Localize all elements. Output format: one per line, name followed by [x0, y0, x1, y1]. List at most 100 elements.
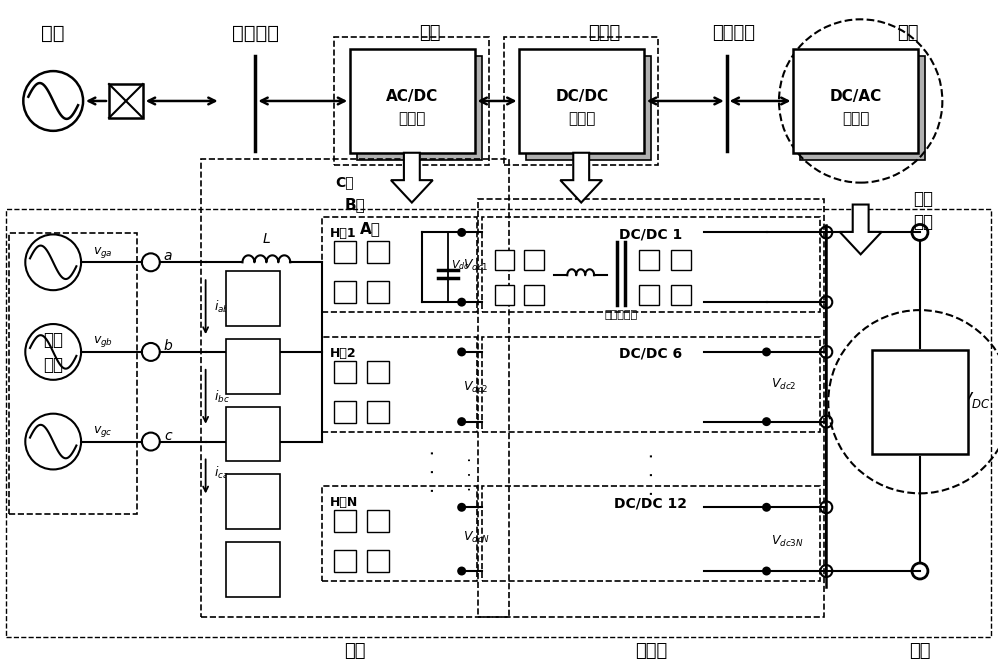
Circle shape: [762, 502, 771, 512]
Bar: [504, 38, 658, 165]
Text: H桥2: H桥2: [330, 347, 357, 360]
Text: H桥1: H桥1: [330, 227, 357, 241]
Text: 直流母线: 直流母线: [712, 24, 755, 42]
Text: ·  ·  ·: · · ·: [425, 450, 444, 493]
Bar: [6, 208, 991, 636]
Bar: [357, 56, 482, 159]
Bar: [226, 339, 280, 394]
Bar: [671, 285, 691, 305]
Text: 端口: 端口: [913, 214, 933, 231]
Bar: [524, 285, 544, 305]
Bar: [367, 241, 389, 263]
Bar: [495, 251, 514, 270]
Text: ·  ·  ·: · · ·: [644, 452, 663, 496]
Bar: [334, 511, 356, 532]
Bar: [367, 511, 389, 532]
Bar: [109, 84, 143, 118]
Text: $v_{gc}$: $v_{gc}$: [93, 424, 113, 439]
Text: $V_{dc3N}$: $V_{dc3N}$: [771, 533, 803, 549]
Text: 电网: 电网: [41, 23, 65, 43]
Text: 交流母线: 交流母线: [232, 23, 279, 43]
Polygon shape: [391, 153, 433, 202]
Text: 中间级: 中间级: [635, 642, 667, 660]
Bar: [9, 233, 137, 515]
Text: 负荷: 负荷: [910, 411, 930, 429]
Text: 前级: 前级: [344, 642, 366, 660]
Text: DC/AC: DC/AC: [830, 90, 882, 105]
Bar: [201, 159, 509, 617]
Text: $i_{bc}$: $i_{bc}$: [214, 389, 229, 405]
Text: A相: A相: [360, 221, 381, 236]
Bar: [478, 198, 824, 617]
Circle shape: [762, 348, 771, 356]
Bar: [482, 337, 820, 431]
Text: $V_{DC}$: $V_{DC}$: [960, 390, 990, 410]
Bar: [639, 285, 659, 305]
Text: DC/DC 6: DC/DC 6: [619, 347, 683, 361]
Bar: [226, 271, 280, 326]
Text: 后级: 后级: [897, 24, 919, 42]
Text: DC/DC 1: DC/DC 1: [619, 227, 683, 241]
Circle shape: [762, 567, 771, 576]
Text: 等效: 等效: [910, 381, 930, 399]
Text: B相: B相: [345, 197, 366, 212]
Circle shape: [457, 417, 466, 426]
Text: $v_{ga}$: $v_{ga}$: [93, 245, 113, 260]
Bar: [671, 251, 691, 270]
Bar: [526, 56, 651, 159]
Bar: [226, 474, 280, 529]
Bar: [322, 337, 477, 431]
Text: a: a: [164, 249, 172, 263]
Text: 直流: 直流: [913, 190, 933, 208]
Text: $i_{ab}$: $i_{ab}$: [214, 299, 230, 315]
Text: DC/DC: DC/DC: [555, 90, 608, 105]
Circle shape: [457, 567, 466, 576]
Text: $i_{ca}$: $i_{ca}$: [214, 466, 229, 482]
Text: DC/DC 12: DC/DC 12: [614, 496, 687, 511]
Bar: [800, 56, 925, 159]
Text: c: c: [164, 429, 172, 443]
Circle shape: [457, 502, 466, 512]
Bar: [334, 550, 356, 572]
Text: 中间级: 中间级: [588, 24, 620, 42]
Circle shape: [457, 228, 466, 237]
Bar: [639, 251, 659, 270]
Circle shape: [762, 417, 771, 426]
Bar: [482, 486, 820, 581]
Text: $V_{dc2}$: $V_{dc2}$: [463, 381, 488, 395]
Text: 端口: 端口: [43, 356, 63, 374]
Text: $V_{dcN}$: $V_{dcN}$: [463, 529, 490, 545]
Bar: [482, 218, 820, 312]
Text: 变换器: 变换器: [568, 111, 595, 127]
Bar: [367, 550, 389, 572]
Bar: [872, 350, 968, 454]
Text: $V_{dc}$: $V_{dc}$: [451, 259, 470, 272]
Text: $V_{dc1}$: $V_{dc1}$: [463, 258, 488, 273]
Text: 高频变压器: 高频变压器: [605, 310, 638, 320]
Polygon shape: [560, 153, 602, 202]
Text: 变换器: 变换器: [842, 111, 869, 127]
Circle shape: [457, 348, 466, 356]
Bar: [322, 218, 477, 312]
Bar: [793, 49, 918, 153]
Text: ·  ·  ·: · · ·: [464, 458, 479, 492]
Polygon shape: [840, 204, 882, 255]
Bar: [519, 49, 644, 153]
Text: $v_{gb}$: $v_{gb}$: [93, 334, 113, 350]
Bar: [334, 401, 356, 423]
Bar: [334, 241, 356, 263]
Text: H桥N: H桥N: [330, 496, 358, 509]
Bar: [226, 407, 280, 462]
Bar: [367, 281, 389, 303]
Bar: [322, 486, 477, 581]
Text: 变换器: 变换器: [399, 111, 426, 127]
Bar: [226, 542, 280, 597]
Bar: [495, 285, 514, 305]
Bar: [350, 49, 475, 153]
Bar: [367, 361, 389, 383]
Text: AC/DC: AC/DC: [386, 90, 438, 105]
Bar: [367, 401, 389, 423]
Bar: [334, 38, 489, 165]
Text: $V_{dc2}$: $V_{dc2}$: [771, 377, 796, 393]
Text: b: b: [163, 339, 172, 353]
